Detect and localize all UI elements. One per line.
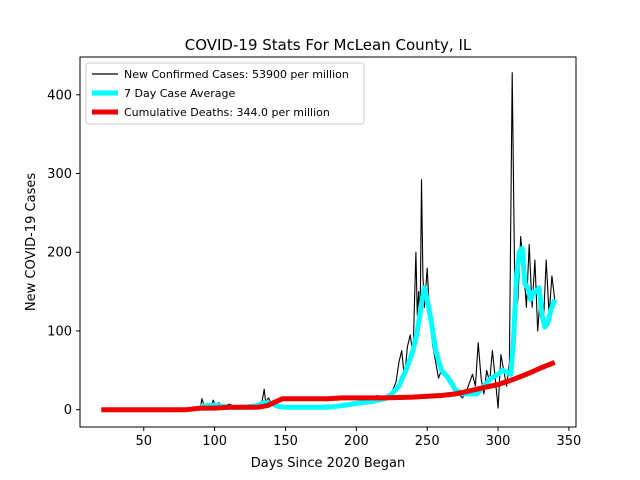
series-line-7day-average xyxy=(200,245,558,410)
x-axis-label: Days Since 2020 Began xyxy=(251,456,406,471)
legend-box xyxy=(85,62,365,125)
plot-content xyxy=(101,72,558,413)
series-line-cumulative-deaths xyxy=(101,360,556,413)
chart-title: COVID-19 Stats For McLean County, IL xyxy=(185,36,472,54)
x-tick-label: 350 xyxy=(557,434,582,449)
y-tick-label: 200 xyxy=(47,246,72,261)
x-axis: 50 100 150 200 250 300 350 xyxy=(135,427,581,449)
x-tick-label: 300 xyxy=(486,434,511,449)
legend-label-cumulative-deaths: Cumulative Deaths: 344.0 per million xyxy=(124,106,330,119)
y-axis: 0 100 200 300 400 xyxy=(47,88,80,418)
y-tick-label: 0 xyxy=(64,403,72,418)
y-axis-label: New COVID-19 Cases xyxy=(24,173,39,311)
x-tick-label: 150 xyxy=(273,434,298,449)
legend: New Confirmed Cases: 53900 per million 7… xyxy=(85,62,365,125)
x-tick-label: 250 xyxy=(415,434,440,449)
legend-label-7day-average: 7 Day Case Average xyxy=(124,87,236,100)
y-tick-label: 100 xyxy=(47,324,72,339)
x-tick-label: 50 xyxy=(135,434,152,449)
x-tick-label: 100 xyxy=(202,434,227,449)
y-tick-label: 400 xyxy=(47,88,72,103)
x-tick-label: 200 xyxy=(344,434,369,449)
y-tick-label: 300 xyxy=(47,167,72,182)
plot-frame xyxy=(79,56,577,428)
legend-label-new-cases: New Confirmed Cases: 53900 per million xyxy=(124,68,349,81)
